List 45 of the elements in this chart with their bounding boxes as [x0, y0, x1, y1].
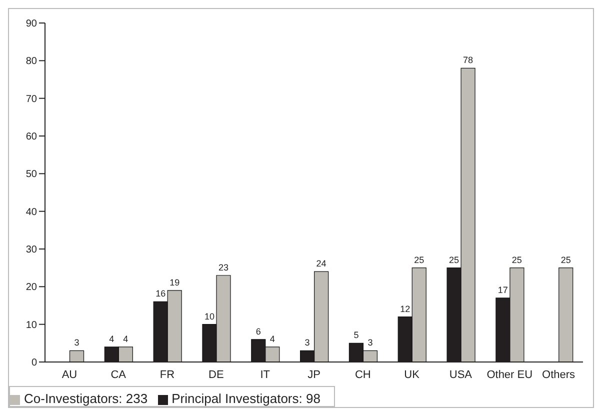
data-label: 3 [368, 338, 373, 348]
y-tick-label: 0 [31, 358, 38, 369]
x-tick-label: Other EU [486, 368, 533, 381]
x-tick-label: Others [542, 368, 576, 381]
data-label: 3 [74, 338, 80, 348]
x-tick-label: AU [62, 368, 78, 381]
data-label: 12 [400, 304, 410, 314]
bar [558, 268, 574, 362]
data-label: 24 [316, 258, 326, 269]
data-label: 25 [414, 254, 424, 265]
data-label: 25 [512, 254, 522, 265]
x-tick-label: USA [449, 368, 473, 381]
data-label: 78 [463, 55, 474, 66]
y-tick-label: 50 [26, 169, 38, 180]
data-label: 4 [270, 334, 275, 344]
data-label: 3 [304, 338, 310, 348]
data-label: 23 [218, 262, 228, 272]
x-tick-label: DE [208, 368, 224, 381]
data-label: 17 [498, 284, 508, 295]
data-label: 10 [204, 311, 214, 322]
x-tick-label: UK [404, 368, 420, 381]
data-label: 4 [123, 334, 128, 344]
x-tick-label: JP [308, 368, 320, 381]
y-tick-label: 70 [26, 94, 38, 105]
y-tick-label: 80 [26, 56, 38, 68]
x-tick-label: IT [260, 368, 270, 381]
y-tick-label: 10 [26, 320, 38, 331]
x-tick-label: CH [354, 368, 371, 381]
data-label: 25 [449, 254, 460, 265]
legend-label: Co-Investigators: 233 [24, 391, 148, 406]
y-tick-label: 40 [26, 206, 38, 218]
y-tick-label: 20 [26, 282, 38, 294]
x-tick-label: CA [110, 368, 127, 381]
y-tick-label: 60 [26, 132, 38, 143]
x-tick-label: FR [160, 368, 175, 381]
legend-label: Principal Investigators: 98 [172, 391, 320, 406]
y-tick-label: 30 [26, 244, 38, 256]
data-label: 5 [354, 330, 359, 340]
data-label: 16 [156, 288, 166, 299]
data-label: 19 [170, 277, 180, 288]
data-label: 4 [109, 334, 114, 344]
data-label: 25 [560, 254, 571, 265]
y-tick-label: 90 [26, 18, 38, 30]
bar [69, 350, 84, 362]
data-label: 6 [256, 326, 261, 336]
